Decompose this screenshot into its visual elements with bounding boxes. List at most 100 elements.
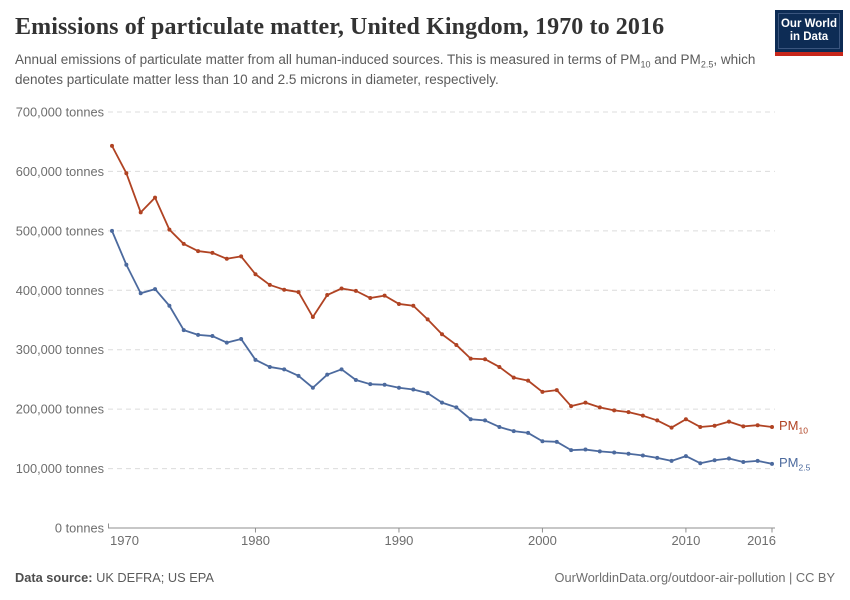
- data-point: [210, 334, 215, 339]
- owid-logo[interactable]: Our World in Data: [775, 10, 843, 56]
- data-point: [612, 450, 617, 455]
- data-point: [425, 391, 430, 396]
- data-point: [526, 378, 531, 383]
- y-axis-tick-label: 500,000 tonnes: [16, 223, 104, 238]
- data-point: [210, 250, 215, 255]
- owid-logo-line2: in Data: [789, 31, 829, 43]
- data-point: [526, 430, 531, 435]
- data-point: [712, 458, 717, 463]
- data-point: [296, 373, 301, 378]
- data-point: [640, 413, 645, 418]
- data-point: [325, 372, 330, 377]
- data-point: [153, 287, 158, 292]
- data-point: [368, 382, 373, 387]
- data-point: [138, 210, 143, 215]
- data-point: [683, 454, 688, 459]
- data-point: [483, 357, 488, 362]
- data-point: [181, 241, 186, 246]
- data-point: [224, 340, 229, 345]
- data-point: [310, 315, 315, 320]
- data-point: [554, 439, 559, 444]
- data-point: [382, 382, 387, 387]
- data-point: [454, 342, 459, 347]
- data-point: [583, 447, 588, 452]
- data-point: [224, 256, 229, 261]
- data-point: [110, 228, 114, 233]
- data-point: [755, 423, 760, 428]
- line-chart: 0 tonnes 100,000 tonnes 200,000 tonnes 300,…: [16, 105, 776, 549]
- y-axis-tick-label: 100,000 tonnes: [16, 461, 104, 476]
- data-source-label: Data source:: [15, 570, 93, 585]
- data-source-value: UK DEFRA; US EPA: [92, 570, 214, 585]
- data-point: [396, 301, 401, 306]
- data-point: [368, 296, 373, 301]
- data-point: [425, 317, 430, 322]
- series-label-pm10-base: PM: [779, 417, 799, 433]
- subtitle-text: Annual emissions of particulate matter f…: [15, 52, 641, 67]
- data-point: [569, 448, 574, 453]
- data-point: [597, 449, 602, 454]
- y-axis-tick-label: 0 tonnes: [55, 521, 104, 536]
- series-line-pm10: [111, 144, 773, 429]
- data-point: [411, 387, 416, 392]
- data-point: [497, 424, 502, 429]
- data-point: [683, 417, 688, 422]
- owid-logo-line1: Our World: [780, 17, 837, 30]
- data-point: [138, 291, 143, 296]
- x-axis-tick-label: 2000: [528, 533, 557, 548]
- data-point: [741, 424, 746, 429]
- data-point: [511, 429, 516, 434]
- series-label-pm10: PM10: [779, 418, 808, 436]
- data-point: [483, 418, 488, 423]
- subtitle-text: and PM: [650, 52, 701, 67]
- data-point: [698, 461, 703, 466]
- data-point: [396, 385, 401, 390]
- data-point: [540, 439, 545, 444]
- data-point: [339, 367, 344, 372]
- x-axis-tick-label: 1990: [384, 533, 413, 548]
- data-point: [325, 293, 330, 298]
- data-point: [770, 461, 774, 466]
- subtitle-sub-pm10: 10: [640, 59, 651, 70]
- credit-link[interactable]: OurWorldinData.org/outdoor-air-pollution…: [554, 570, 835, 585]
- data-point: [167, 227, 172, 232]
- y-axis-tick-label: 400,000 tonnes: [16, 283, 104, 298]
- data-point: [726, 419, 731, 424]
- subtitle-sub-pm25: 2.5: [700, 59, 714, 70]
- chart-footer: Data source: UK DEFRA; US EPA OurWorldin…: [0, 570, 850, 590]
- data-point: [353, 378, 358, 383]
- data-point: [167, 303, 172, 308]
- data-point: [669, 458, 674, 463]
- data-point: [296, 290, 301, 295]
- series-label-pm10-sub: 10: [798, 425, 808, 436]
- x-axis-tick-label: 1970: [110, 533, 139, 548]
- data-point: [253, 357, 258, 362]
- data-point: [497, 364, 502, 369]
- x-axis-tick-label: 1980: [241, 533, 270, 548]
- data-point: [181, 328, 186, 333]
- data-point: [267, 364, 272, 369]
- data-point: [440, 400, 444, 405]
- data-point: [110, 143, 114, 148]
- data-point: [655, 455, 660, 460]
- x-axis-tick-label: 2010: [671, 533, 700, 548]
- series-label-pm25-base: PM: [779, 454, 799, 470]
- data-point: [239, 337, 244, 342]
- data-point: [339, 286, 344, 291]
- subtitle-text: , which denotes particulate matter less …: [15, 52, 756, 88]
- data-point: [511, 375, 516, 380]
- data-point: [712, 423, 717, 428]
- data-point: [124, 262, 129, 267]
- data-point: [583, 400, 588, 405]
- data-point: [640, 453, 645, 458]
- data-point: [468, 356, 473, 361]
- data-point: [124, 171, 129, 176]
- x-axis-tick-label: 2016: [747, 533, 776, 548]
- y-axis-tick-label: 300,000 tonnes: [16, 342, 104, 357]
- data-point: [698, 424, 703, 429]
- data-source: Data source: UK DEFRA; US EPA: [15, 570, 214, 585]
- y-axis-tick-label: 700,000 tonnes: [16, 105, 104, 120]
- data-point: [310, 385, 315, 390]
- page-title: Emissions of particulate matter, United …: [15, 14, 665, 40]
